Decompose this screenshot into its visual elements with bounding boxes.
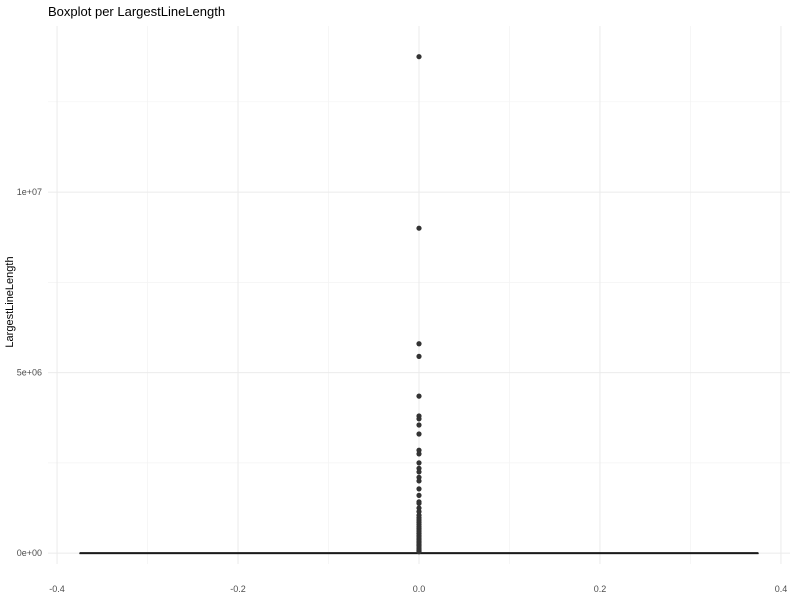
- outlier-point: [416, 451, 422, 457]
- outlier-points: [416, 54, 422, 555]
- outlier-point: [416, 509, 422, 515]
- axis-labels: -0.4 -0.2 0.0 0.2 0.4 0e+00 5e+06 1e+07: [17, 187, 787, 594]
- outlier-point: [416, 416, 422, 422]
- outlier-point: [416, 341, 422, 347]
- outlier-point: [416, 460, 422, 466]
- outlier-point: [416, 478, 422, 484]
- x-tick-label: 0.2: [594, 584, 607, 594]
- x-tick-label: -0.4: [49, 584, 65, 594]
- outlier-point: [416, 422, 422, 428]
- outlier-point: [416, 353, 422, 359]
- y-tick-label: 0e+00: [17, 548, 42, 558]
- outlier-point: [416, 447, 422, 453]
- outlier-point: [416, 54, 422, 60]
- y-tick-label: 5e+06: [17, 368, 42, 378]
- outlier-point: [416, 549, 422, 555]
- outlier-point: [416, 492, 422, 498]
- y-tick-label: 1e+07: [17, 187, 42, 197]
- outlier-point: [416, 469, 422, 475]
- outlier-point: [416, 465, 422, 471]
- outlier-point: [416, 474, 422, 480]
- outlier-point: [416, 486, 422, 492]
- outlier-point: [416, 505, 422, 511]
- outlier-point: [416, 431, 422, 437]
- outlier-point: [416, 500, 422, 506]
- chart-title: Boxplot per LargestLineLength: [48, 4, 225, 19]
- outlier-point: [416, 225, 422, 231]
- y-axis-title: LargestLineLength: [4, 256, 16, 347]
- x-tick-label: 0.4: [775, 584, 788, 594]
- x-tick-label: -0.2: [230, 584, 246, 594]
- x-tick-label: 0.0: [413, 584, 426, 594]
- outlier-point: [416, 393, 422, 399]
